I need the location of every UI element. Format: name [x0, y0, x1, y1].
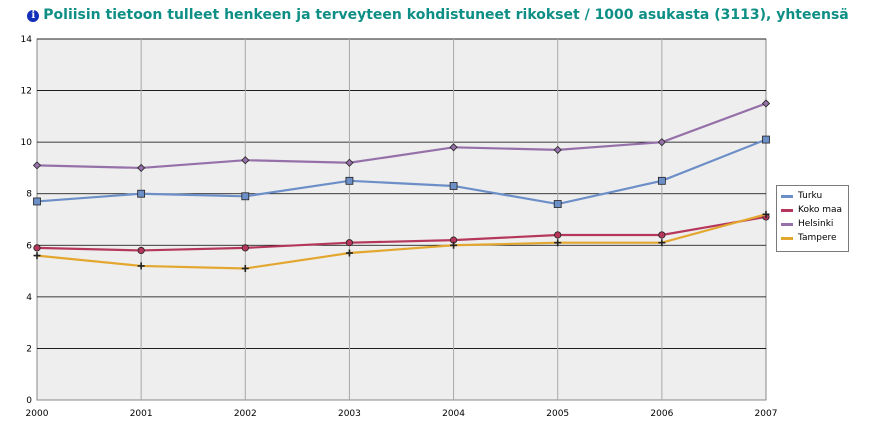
plot-area — [36, 38, 767, 401]
legend-label: Turku — [798, 191, 823, 201]
data-point[interactable] — [241, 156, 250, 165]
legend-swatch — [781, 236, 793, 240]
series-group — [32, 99, 771, 272]
data-point[interactable] — [554, 231, 562, 239]
data-point[interactable] — [241, 192, 250, 201]
data-point[interactable] — [241, 264, 249, 272]
x-tick-label: 2002 — [234, 409, 257, 419]
y-tick-label: 8 — [26, 190, 32, 200]
y-tick-label: 6 — [26, 241, 32, 251]
data-point[interactable] — [761, 99, 771, 108]
data-point[interactable] — [450, 241, 458, 249]
data-point[interactable] — [658, 239, 666, 247]
legend-swatch — [781, 194, 793, 198]
y-tick-label: 14 — [21, 35, 33, 45]
x-tick-label: 2005 — [546, 409, 569, 419]
data-point[interactable] — [137, 262, 145, 270]
data-point[interactable] — [137, 189, 146, 198]
data-point[interactable] — [657, 138, 666, 147]
data-point[interactable] — [32, 161, 42, 170]
x-tick-label: 2007 — [755, 409, 778, 419]
data-point[interactable] — [33, 197, 41, 206]
series-helsinki — [32, 99, 771, 172]
data-point[interactable] — [553, 200, 562, 208]
x-tick-label: 2004 — [442, 409, 465, 419]
data-point[interactable] — [449, 182, 458, 190]
data-point[interactable] — [657, 176, 666, 185]
data-point[interactable] — [137, 246, 145, 255]
data-point[interactable] — [658, 231, 666, 239]
legend-item: Turku — [781, 189, 844, 203]
data-point[interactable] — [554, 239, 562, 247]
y-axis: 0 2 4 6 8 10 12 14 — [21, 35, 33, 406]
data-point[interactable] — [33, 244, 41, 252]
x-tick-label: 2006 — [650, 409, 673, 419]
y-tick-label: 2 — [26, 344, 32, 354]
x-axis: 2000 2001 2002 2003 2004 2005 2006 2007 — [26, 409, 778, 419]
series-line — [36, 102, 767, 170]
series-turku — [33, 135, 770, 208]
legend-label: Tampere — [798, 233, 837, 243]
legend-item: Tampere — [781, 231, 844, 245]
data-point[interactable] — [345, 176, 354, 185]
legend-label: Koko maa — [798, 205, 843, 215]
info-icon[interactable]: i — [27, 10, 40, 22]
chart-title-text: Poliisin tietoon tulleet henkeen ja terv… — [43, 7, 849, 23]
legend-label: Helsinki — [798, 219, 834, 229]
legend-swatch — [781, 208, 793, 212]
y-tick-label: 0 — [26, 396, 32, 406]
legend-item: Helsinki — [781, 217, 844, 231]
data-point[interactable] — [449, 143, 458, 152]
series-line — [36, 138, 767, 206]
y-tick-label: 12 — [21, 87, 32, 97]
data-point[interactable] — [762, 135, 770, 144]
legend-item: Koko maa — [781, 203, 844, 217]
series-line — [36, 215, 767, 252]
x-tick-label: 2001 — [130, 409, 153, 419]
data-point[interactable] — [137, 163, 146, 172]
series-tampere — [33, 210, 770, 272]
y-tick-label: 4 — [26, 293, 32, 303]
chart-title: i Poliisin tietoon tulleet henkeen ja ter… — [0, 7, 876, 23]
data-point[interactable] — [345, 249, 353, 257]
data-point[interactable] — [33, 252, 41, 260]
data-point[interactable] — [553, 145, 562, 154]
data-point[interactable] — [345, 158, 354, 167]
vertical-grid — [140, 39, 663, 400]
data-point[interactable] — [762, 210, 770, 218]
legend: Turku Koko maa Helsinki Tampere — [776, 185, 849, 252]
series-koko-maa — [33, 213, 770, 255]
series-line — [36, 213, 767, 270]
data-point[interactable] — [241, 244, 249, 252]
data-point[interactable] — [345, 239, 354, 247]
legend-swatch — [781, 222, 793, 226]
x-tick-label: 2000 — [26, 409, 49, 419]
y-tick-label: 10 — [21, 138, 33, 148]
x-tick-label: 2003 — [338, 409, 361, 419]
